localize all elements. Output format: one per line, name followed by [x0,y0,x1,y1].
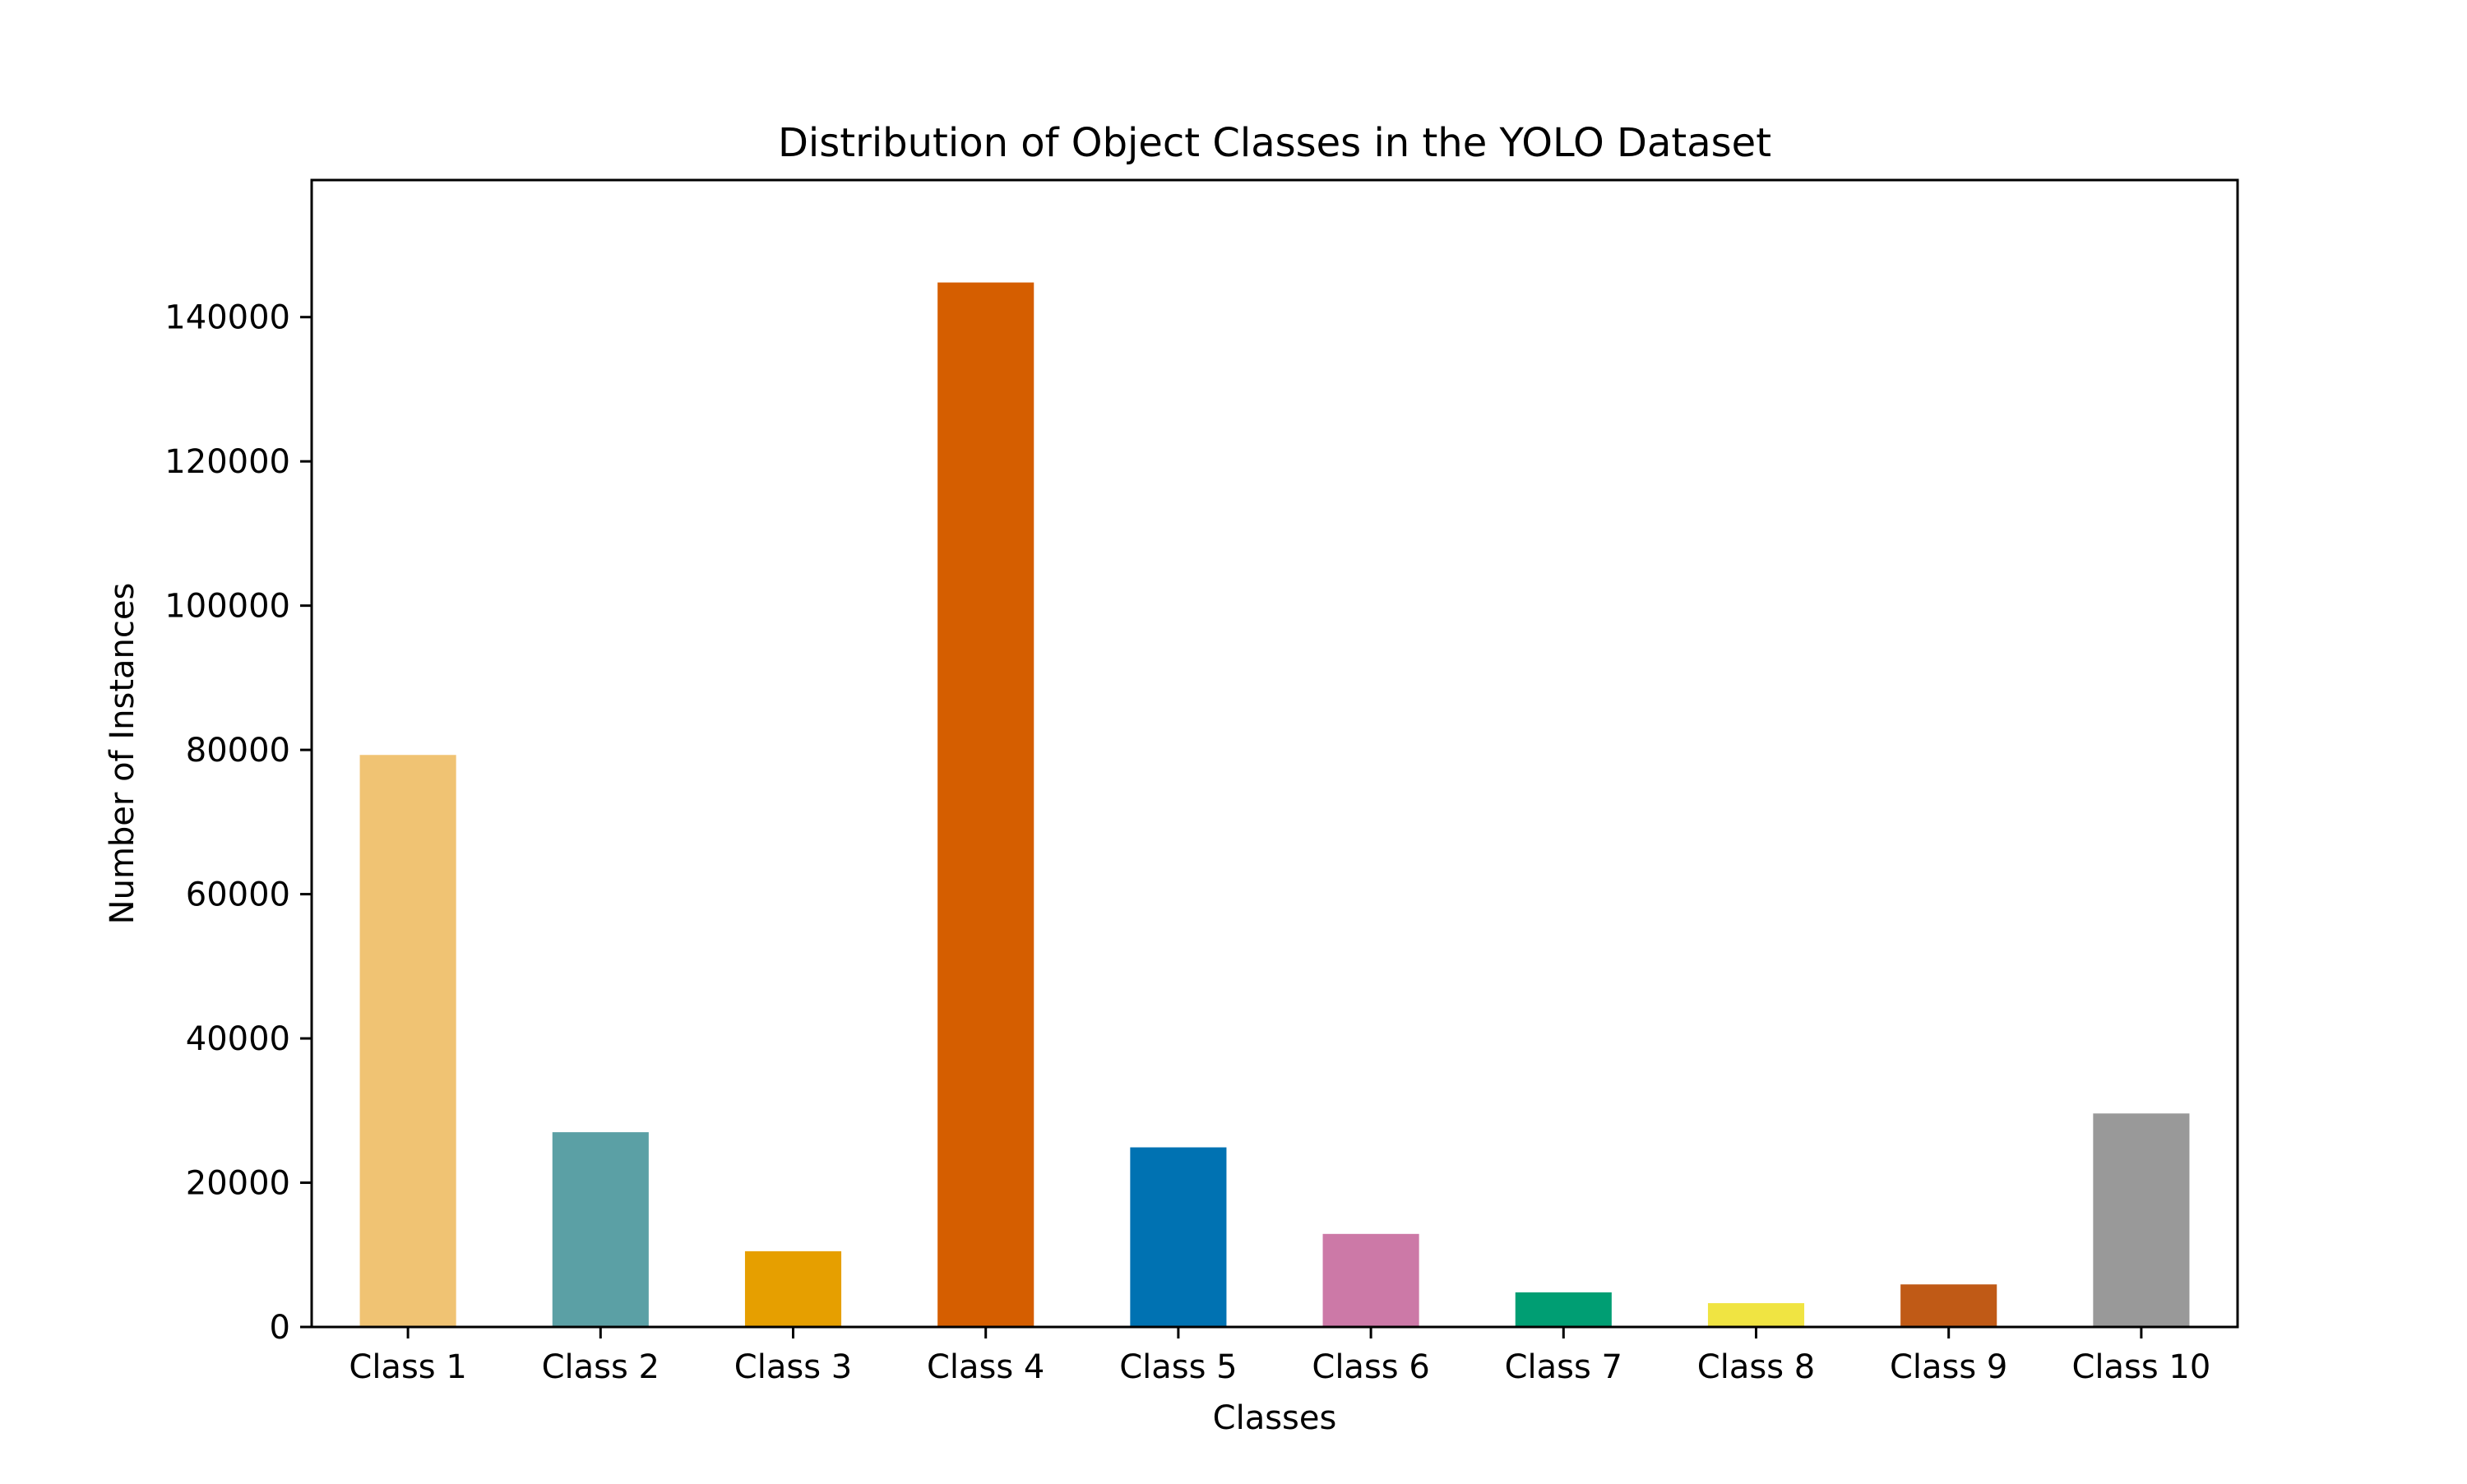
y-tick-label: 80000 [186,732,290,770]
y-tick-label: 60000 [186,876,290,914]
y-tick-label: 140000 [164,299,290,337]
chart-title: Distribution of Object Classes in the YO… [778,120,1771,166]
x-tick-label: Class 4 [927,1348,1044,1386]
bar-2 [552,1132,649,1327]
bar-3 [744,1251,842,1327]
x-tick-label: Class 3 [734,1348,852,1386]
x-tick-label: Class 2 [542,1348,660,1386]
x-tick-label: Class 10 [2071,1348,2210,1386]
bar-5 [1130,1147,1227,1327]
bar-6 [1322,1233,1419,1327]
x-tick-label: Class 7 [1505,1348,1622,1386]
x-tick-label: Class 5 [1119,1348,1237,1386]
y-tick-label: 40000 [186,1020,290,1058]
bar-8 [1707,1303,1805,1327]
y-axis: 0 20000 40000 60000 80000 100000 120000 140000 [164,299,312,1347]
x-axis: Class 1 Class 2 Class 3 Class 4 Class 5 Class… [349,1327,2210,1386]
x-axis-label: Classes [1213,1399,1337,1437]
x-tick-label: Class 9 [1890,1348,2007,1386]
y-tick-label: 0 [270,1309,290,1347]
y-tick-label: 120000 [164,443,290,481]
x-tick-label: Class 8 [1697,1348,1815,1386]
y-tick-label: 100000 [164,588,290,626]
bar-4 [937,282,1034,1327]
bars-layer [359,282,2190,1327]
y-axis-label: Number of Instances [104,583,141,925]
x-tick-label: Class 1 [349,1348,466,1386]
bar-7 [1515,1292,1612,1327]
bar-1 [359,755,456,1327]
bar-10 [2093,1113,2190,1327]
y-tick-label: 20000 [186,1165,290,1203]
x-tick-label: Class 6 [1312,1348,1429,1386]
bar-9 [1900,1284,1997,1327]
plot-frame [310,178,2239,1329]
